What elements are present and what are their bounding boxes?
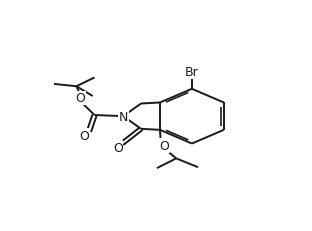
Text: Br: Br bbox=[185, 66, 199, 79]
Text: N: N bbox=[119, 110, 128, 123]
Text: O: O bbox=[79, 129, 89, 142]
Text: O: O bbox=[159, 140, 169, 152]
Text: O: O bbox=[113, 141, 123, 154]
Text: O: O bbox=[76, 92, 85, 105]
